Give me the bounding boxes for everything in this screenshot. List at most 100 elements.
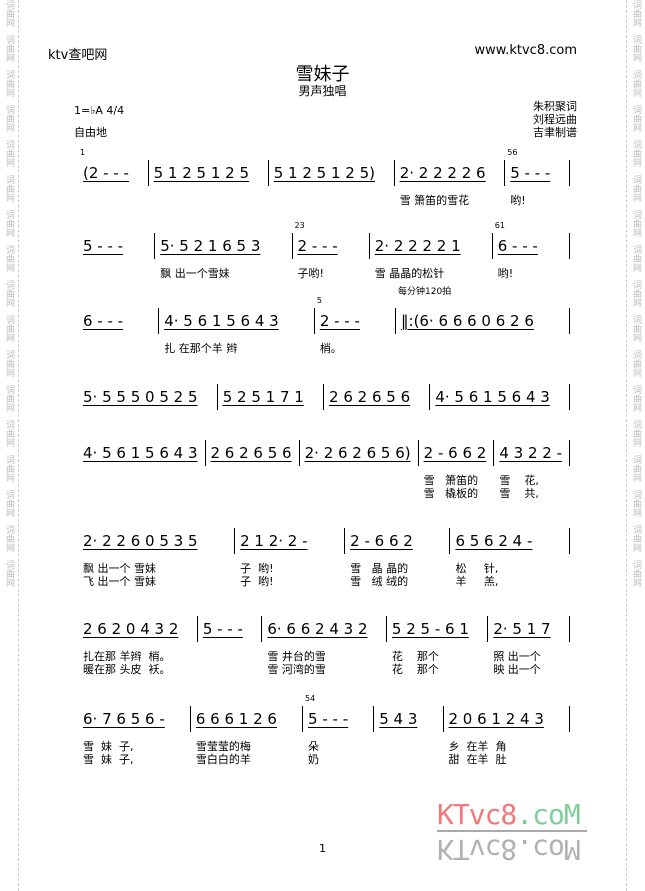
lyrics: 飘 出一个 雪妹飞 出一个 雪妹 — [83, 562, 230, 588]
side-watermark-text: 词曲网 — [4, 70, 14, 97]
lyrics: 梢。 — [320, 342, 391, 355]
notes: 5 - - - — [202, 620, 243, 638]
lyric-line: 子哟! — [297, 267, 324, 280]
notes: 5· 5 5 5 0 5 2 5 — [83, 388, 198, 406]
measure: 5 - - - — [198, 616, 263, 676]
ktvc8-logo: KTvc8.coM — [437, 798, 581, 831]
lyricist: 朱积聚词 — [533, 100, 577, 113]
side-watermark-text: 词曲网 — [631, 350, 641, 377]
side-watermark-text: 词曲网 — [4, 525, 14, 552]
credits: 朱积聚词 刘程远曲 吉聿制谱 — [533, 100, 577, 139]
notes: 5 - - - — [510, 164, 551, 182]
notes: 5 - - - — [83, 237, 124, 255]
lyric-line: 雪 河湾的雪 — [267, 663, 326, 676]
measure: 4· 5 6 1 5 6 4 3 — [78, 440, 206, 500]
side-watermark-text: 词曲网 — [4, 210, 14, 237]
lyric-line: 雪 共, — [499, 487, 539, 500]
measure: 5 1 2 5 1 2 5) — [269, 160, 395, 207]
measure: 5 2 - - - 梢。 — [315, 296, 397, 355]
grace-note: 61 — [494, 221, 505, 230]
notes: 5 1 2 5 1 2 5 — [153, 164, 250, 182]
measure: 4 3 2 2 - 雪 花, 雪 共, — [494, 440, 570, 500]
notes: 5 - - - — [308, 710, 349, 728]
lyrics: 子哟! — [298, 267, 365, 280]
lyric-line: 扎在那 羊辫 梢。 — [83, 650, 171, 663]
lyric-line: 映 出一个 — [493, 663, 541, 676]
lyric-line: 飘 出一个 雪妹 — [83, 562, 156, 575]
side-watermark-right: 词曲网 词曲网 词曲网 词曲网 词曲网 词曲网 词曲网 词曲网 词曲网 词曲网 词曲网 词曲网 词曲网词… — [629, 0, 643, 595]
lyrics: 雪 晶 晶的雪 绒 绒的 — [350, 562, 445, 588]
lyric-line: 子 哟! — [240, 562, 274, 575]
side-watermark-text: 词曲网 — [4, 105, 14, 132]
measure: 2 6 2 6 5 6 — [324, 384, 431, 410]
lyric-line: 哟! — [497, 267, 514, 280]
measure: 5· 5 2 1 6 5 3 飘 出一个雪妹 — [155, 233, 293, 280]
score-row: 4· 5 6 1 5 6 4 3 2 6 2 6 5 6 2· 2 6 2 6 5 … — [78, 440, 570, 500]
side-watermark-text: 词曲网 — [4, 245, 14, 272]
lyric-line: 乡 在羊 角 — [448, 740, 507, 753]
lyric-line: 飞 出一个 雪妹 — [83, 575, 156, 588]
notes: 2· 2 2 2 2 6 — [399, 164, 486, 182]
side-watermark-text: 词曲网 — [631, 315, 641, 342]
lyric-line: 雪 绒 绒的 — [350, 575, 409, 588]
side-watermark-text: 词曲网 — [4, 350, 14, 377]
notes: 4· 5 6 1 5 6 4 3 — [164, 312, 279, 330]
side-watermark-text: 词曲网 — [631, 385, 641, 412]
notes: 2 - 6 6 2 — [423, 444, 487, 462]
lyric-line: 羊 羔, — [455, 575, 499, 588]
measure: 6 5 6 2 4 - 松 针, 羊 羔, — [450, 528, 570, 588]
measure: 2 - 6 6 2 雪 晶 晶的雪 绒 绒的 — [345, 528, 451, 588]
lyrics: 乡 在羊 角甜 在羊 肚 — [449, 740, 566, 766]
score-row: 6 - - - 4· 5 6 1 5 6 4 3 扎 在那个羊 辫 5 2 - - - 梢… — [78, 287, 571, 355]
logo-reflection: KTvc8.coM — [437, 833, 580, 866]
notes: 4· 5 6 1 5 6 4 3 — [435, 388, 550, 406]
grace-note: 54 — [305, 694, 316, 703]
measure: 6· 7 6 5 6 - 雪 妹 子, 雪 妹 子, — [78, 706, 191, 766]
lyric-line: 花 那个 — [391, 650, 439, 663]
side-watermark-text: 词曲网 — [4, 0, 14, 27]
measure: 2· 2 2 6 0 5 3 5 飘 出一个 雪妹飞 出一个 雪妹 — [78, 528, 236, 588]
side-watermark-text: 词曲网 — [631, 105, 641, 132]
lyric-line: 雪 晶晶的松针 — [374, 267, 445, 280]
side-watermark-text: 词曲网 — [631, 175, 641, 202]
measure: 61 6 - - - 哟! — [493, 221, 571, 280]
song-title: 雪妹子 — [295, 64, 350, 85]
lyric-line: 雪莹莹的梅 — [195, 740, 251, 753]
notes: 6· 6 6 2 4 3 2 — [267, 620, 368, 638]
lyrics: 花 那个花 那个 — [392, 650, 483, 676]
grace-note: 1 — [80, 148, 86, 157]
score-row: 5 - - - 5· 5 2 1 6 5 3 飘 出一个雪妹 23 2 - - - 子哟!… — [78, 221, 571, 280]
notes: 2 6 2 6 5 6 — [210, 444, 292, 462]
notes: 6 5 6 2 4 - — [455, 532, 533, 550]
notes: 2 0 6 1 2 4 3 — [448, 710, 544, 728]
lyric-line: 扎 在那个羊 辫 — [164, 342, 238, 355]
side-watermark-left: 词曲网 词曲网 词曲网 词曲网 词曲网 词曲网 词曲网 词曲网 词曲网 词曲网 词曲网 词曲网 词曲网词… — [2, 0, 16, 595]
key-signature: 1=♭A 4/4 — [74, 104, 125, 117]
lyric-line: 花 那个 — [391, 663, 439, 676]
lyrics: 雪 晶晶的松针 — [375, 267, 488, 280]
side-watermark-text: 词曲网 — [631, 560, 641, 587]
measure: 5 4 3 — [374, 706, 444, 766]
measure: 54 5 - - - 朵奶 — [303, 694, 375, 766]
lyrics: 雪 花, 雪 共, — [499, 474, 565, 500]
notes: 4 3 2 2 - — [499, 444, 562, 462]
side-watermark-text: 词曲网 — [631, 490, 641, 517]
notes: 5 2 5 - 6 1 — [391, 620, 469, 638]
notes: 6 6 6 1 2 6 — [195, 710, 277, 728]
notes: 2· 5 1 7 — [493, 620, 551, 638]
notes: (2 - - - — [83, 164, 129, 182]
measure: 1 (2 - - - — [78, 148, 149, 207]
measure: 2· 2 2 2 2 1 雪 晶晶的松针 — [370, 233, 493, 280]
measure: 6 - - - — [78, 308, 160, 355]
lyric-line: 雪白白的羊 — [195, 753, 251, 766]
lyric-line: 朵 — [308, 740, 320, 753]
notes: 2 6 2 6 5 6 — [329, 388, 411, 406]
notes: 5 4 3 — [379, 710, 418, 728]
notes: 2· 2 2 6 0 5 3 5 — [83, 532, 198, 550]
lyric-line: 甜 在羊 肚 — [448, 753, 507, 766]
notes: 4· 5 6 1 5 6 4 3 — [83, 444, 198, 462]
lyric-line: 奶 — [308, 753, 320, 766]
notes: ‖:(6· 6 6 6 0 6 2 6 — [401, 312, 534, 330]
side-watermark-text: 词曲网 — [4, 140, 14, 167]
